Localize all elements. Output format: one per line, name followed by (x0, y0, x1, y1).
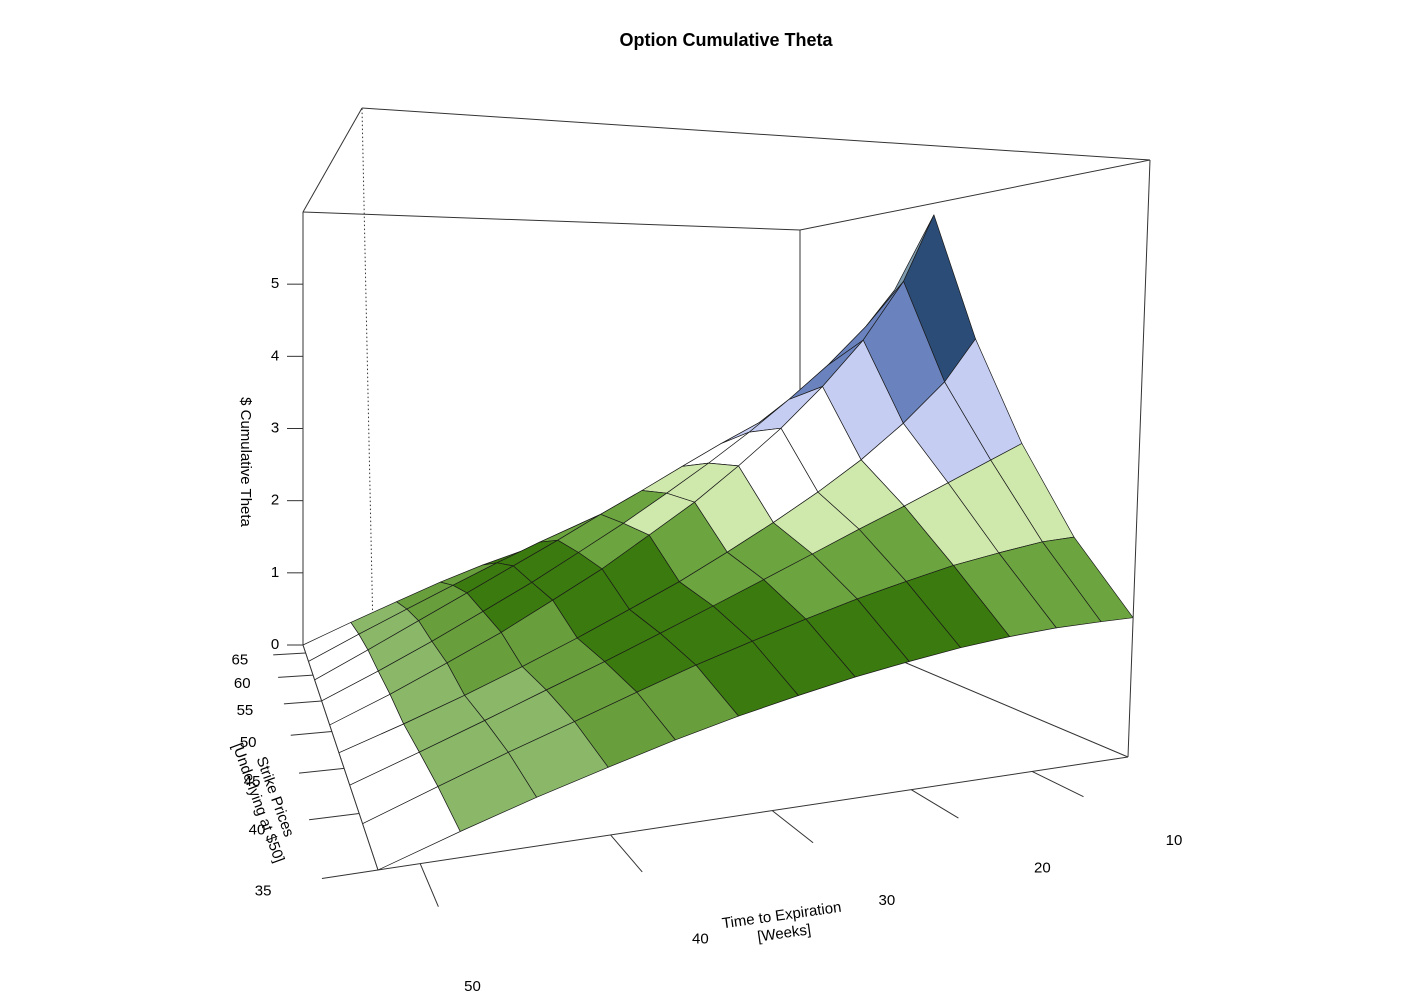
box-edge (361, 107, 1151, 161)
z-axis-title: $ Cumulative Theta (237, 397, 254, 527)
y-tick-label: 40 (249, 821, 266, 838)
x-tick-label: 50 (464, 978, 481, 995)
z-tick-label: 1 (271, 564, 279, 581)
box-edge (377, 756, 1129, 871)
y-tick (321, 869, 379, 879)
x-tick (1031, 771, 1084, 798)
surface (302, 214, 1134, 871)
y-tick (290, 731, 332, 736)
x-tick (610, 834, 643, 873)
y-tick (283, 700, 322, 705)
box-edge (302, 644, 379, 871)
y-axis-title: Strike Prices [Underlying at $50] (229, 741, 298, 865)
x-tick-label: 30 (879, 892, 896, 909)
y-tick (278, 674, 314, 678)
z-tick-label: 2 (271, 492, 279, 509)
box-edge (302, 211, 801, 231)
x-tick (419, 863, 439, 907)
y-tick (273, 652, 306, 656)
x-tick-label: 20 (1034, 860, 1051, 877)
box-edge (1127, 159, 1151, 758)
z-tick-label: 0 (271, 636, 279, 653)
box-edge-hidden (361, 107, 379, 871)
chart-title: Option Cumulative Theta (619, 30, 833, 50)
y-tick-label: 60 (234, 675, 251, 692)
x-tick (910, 789, 959, 819)
y-tick-label: 45 (244, 773, 261, 790)
box-edge (302, 107, 363, 213)
x-tick (771, 810, 814, 844)
x-tick-label: 40 (692, 931, 709, 948)
x-axis-title: Time to Expiration [Weeks] (721, 899, 843, 946)
y-tick (309, 812, 360, 821)
y-tick-label: 35 (255, 882, 272, 899)
x-tick-label: 10 (1166, 832, 1183, 849)
z-tick-label: 3 (271, 419, 279, 436)
z-tick-label: 4 (271, 347, 279, 364)
z-tick-label: 5 (271, 275, 279, 292)
y-tick (298, 767, 345, 774)
box-edge (799, 159, 1151, 231)
y-tick-label: 55 (237, 702, 254, 719)
box-front (302, 107, 1151, 871)
y-tick-label: 65 (232, 652, 249, 669)
y-tick-label: 50 (240, 734, 257, 751)
